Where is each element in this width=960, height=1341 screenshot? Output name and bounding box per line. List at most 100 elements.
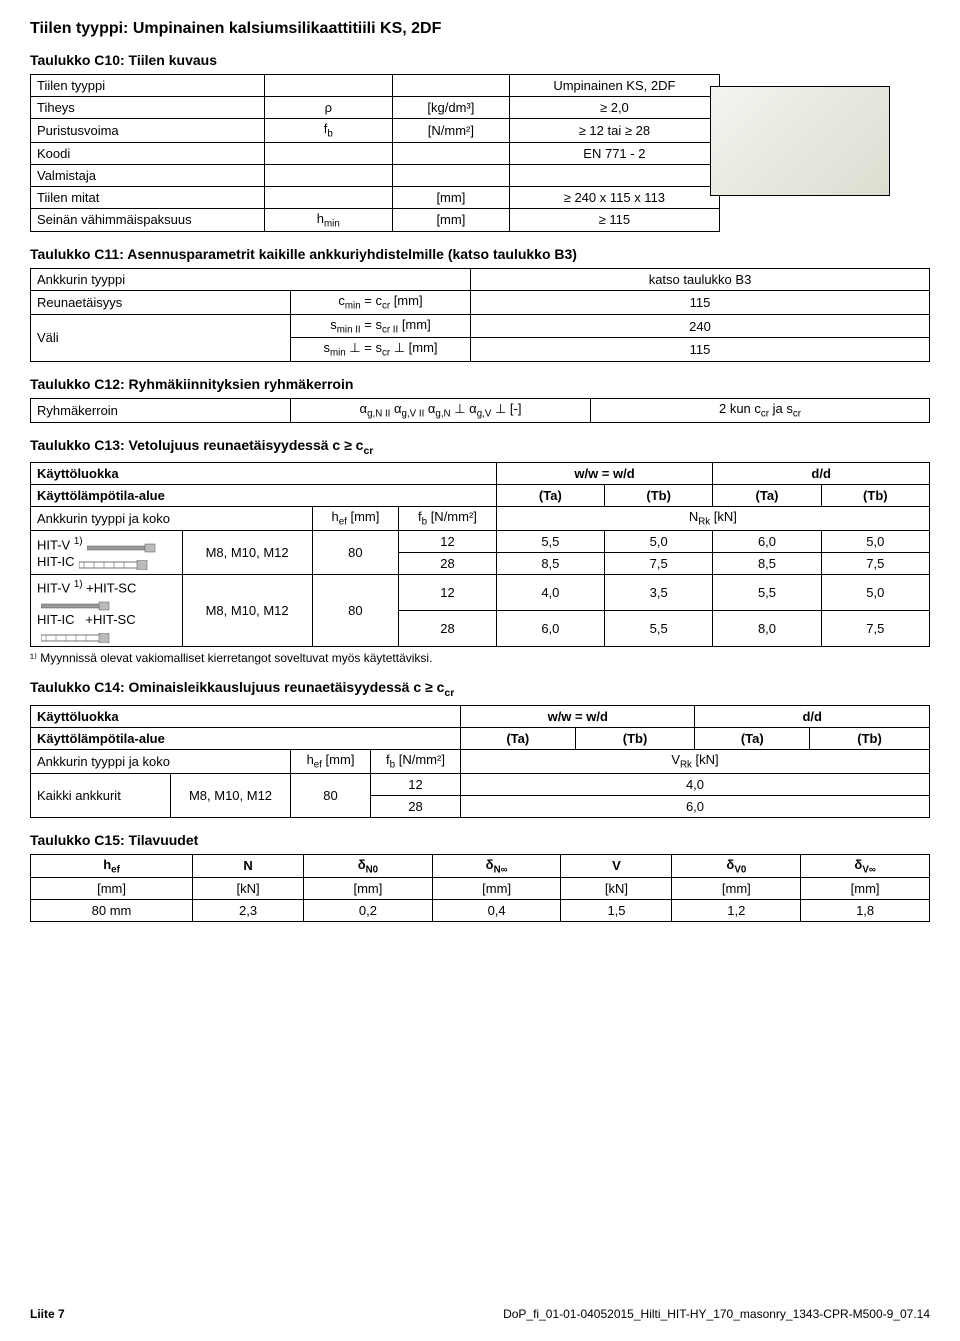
c15-unit: [mm] (672, 878, 801, 900)
c14-hef-hdr: hef [mm] (291, 750, 371, 774)
c13-val: 6,0 (713, 530, 821, 552)
rod-icon (87, 541, 157, 551)
table-cell (264, 164, 392, 186)
c15-value: 2,3 (193, 900, 304, 922)
c14-val0: 4,0 (461, 773, 930, 795)
c14-kluokka: Käyttöluokka (31, 706, 461, 728)
c14-kaikki: Kaikki ankkurit (31, 773, 171, 817)
c13-fb: 12 (399, 574, 496, 610)
c15-header: hef (31, 854, 193, 878)
c14-ta2: (Ta) (695, 728, 810, 750)
table-cell: ρ (264, 97, 392, 119)
table-cell: Tiheys (31, 97, 265, 119)
c13-footnote: ¹⁾ Myynnissä olevat vakiomalliset kierre… (30, 651, 930, 665)
c13-anchor-label: HIT-V 1)HIT-IC (31, 530, 183, 574)
table-cell (264, 142, 392, 164)
c13-val: 7,5 (821, 611, 929, 647)
c12-val: 2 kun ccr ja scr (591, 398, 930, 422)
table-cell: ≥ 12 tai ≥ 28 (509, 119, 719, 143)
c15-value: 0,4 (432, 900, 561, 922)
c13-dd: d/d (713, 463, 930, 485)
c15-unit: [mm] (432, 878, 561, 900)
table-cell: [mm] (393, 208, 510, 232)
table-cell (393, 75, 510, 97)
c13-val: 5,5 (496, 530, 604, 552)
c15-unit: [mm] (304, 878, 433, 900)
c14-tb1: (Tb) (575, 728, 695, 750)
c15-unit: [kN] (561, 878, 672, 900)
c13-val: 8,5 (713, 552, 821, 574)
c14-wwd: w/w = w/d (461, 706, 695, 728)
c13-hef-hdr: hef [mm] (312, 507, 399, 531)
c11-r2-val: 115 (471, 291, 930, 315)
c13-nrk-hdr: NRk [kN] (496, 507, 929, 531)
c11-r3b-sym: smin ⊥ = scr ⊥ [mm] (291, 338, 471, 362)
table-cell (264, 75, 392, 97)
footer-right: DoP_fi_01-01-04052015_Hilti_HIT-HY_170_m… (503, 1307, 930, 1321)
c13-val: 7,5 (821, 552, 929, 574)
c15-header: δV∞ (801, 854, 930, 878)
c11-r1-label: Ankkurin tyyppi (31, 269, 471, 291)
table-c12: Ryhmäkerroin αg,N II αg,V II αg,N ⊥ αg,V… (30, 398, 930, 423)
c15-value: 1,8 (801, 900, 930, 922)
c13-fb: 12 (399, 530, 496, 552)
c13-fb: 28 (399, 611, 496, 647)
c11-r2-sym: cmin = ccr [mm] (291, 291, 471, 315)
c12-sym: αg,N II αg,V II αg,N ⊥ αg,V ⊥ [-] (291, 398, 591, 422)
c14-vrk-hdr: VRk [kN] (461, 750, 930, 774)
c11-r3b-val: 115 (471, 338, 930, 362)
c13-sizes: M8, M10, M12 (182, 574, 312, 646)
c15-header: δV0 (672, 854, 801, 878)
c15-value: 1,2 (672, 900, 801, 922)
c13-val: 5,5 (713, 574, 821, 610)
c11-r3-label: Väli (31, 314, 291, 361)
c13-fb: 28 (399, 552, 496, 574)
table-cell: Tiilen tyyppi (31, 75, 265, 97)
table-cell: Koodi (31, 142, 265, 164)
table-cell: EN 771 - 2 (509, 142, 719, 164)
c15-header: δN0 (304, 854, 433, 878)
c13-kluokka: Käyttöluokka (31, 463, 497, 485)
c12-label: Ryhmäkerroin (31, 398, 291, 422)
c14-tb2: (Tb) (810, 728, 930, 750)
c13-tb1: (Tb) (605, 485, 713, 507)
c15-heading: Taulukko C15: Tilavuudet (30, 832, 930, 848)
c13-val: 5,0 (821, 530, 929, 552)
c13-heading: Taulukko C13: Vetolujuus reunaetäisyydes… (30, 437, 930, 457)
c13-val: 8,5 (496, 552, 604, 574)
c14-ktalue: Käyttölämpötila-alue (31, 728, 461, 750)
table-cell: ≥ 2,0 (509, 97, 719, 119)
c14-fb1: 28 (371, 795, 461, 817)
c14-heading: Taulukko C14: Ominaisleikkauslujuus reun… (30, 679, 930, 699)
table-cell: hmin (264, 208, 392, 232)
c13-val: 6,0 (496, 611, 604, 647)
sleeve-icon (79, 558, 149, 568)
c13-val: 4,0 (496, 574, 604, 610)
c11-r3a-val: 240 (471, 314, 930, 338)
table-c15: hefNδN0δN∞VδV0δV∞ [mm][kN][mm][mm][kN][m… (30, 854, 930, 923)
c13-val: 5,0 (821, 574, 929, 610)
c14-val1: 6,0 (461, 795, 930, 817)
c14-fb-hdr: fb [N/mm²] (371, 750, 461, 774)
table-cell: [mm] (393, 186, 510, 208)
c14-fb0: 12 (371, 773, 461, 795)
footer-left: Liite 7 (30, 1307, 65, 1321)
c14-hef: 80 (291, 773, 371, 817)
table-cell: Tiilen mitat (31, 186, 265, 208)
table-cell: Umpinainen KS, 2DF (509, 75, 719, 97)
table-cell: Puristusvoima (31, 119, 265, 143)
c14-anktyyppi: Ankkurin tyyppi ja koko (31, 750, 291, 774)
table-cell: ≥ 115 (509, 208, 719, 232)
c11-r3a-sym: smin II = scr II [mm] (291, 314, 471, 338)
c11-r1-val: katso taulukko B3 (471, 269, 930, 291)
page-title: Tiilen tyyppi: Umpinainen kalsiumsilikaa… (30, 20, 930, 38)
c11-heading: Taulukko C11: Asennusparametrit kaikille… (30, 246, 930, 262)
table-cell: [N/mm²] (393, 119, 510, 143)
c13-sizes: M8, M10, M12 (182, 530, 312, 574)
c15-unit: [mm] (801, 878, 930, 900)
table-cell: Seinän vähimmäispaksuus (31, 208, 265, 232)
c10-heading: Taulukko C10: Tiilen kuvaus (30, 52, 930, 68)
c13-val: 5,0 (605, 530, 713, 552)
c13-tb2: (Tb) (821, 485, 929, 507)
brick-image (710, 86, 890, 196)
